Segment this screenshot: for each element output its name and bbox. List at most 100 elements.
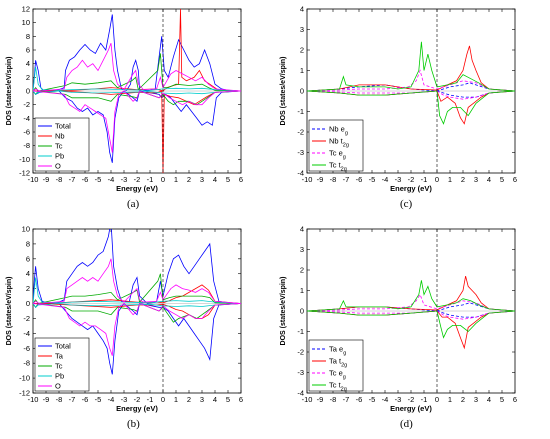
legend-label-subscript: g	[343, 375, 346, 381]
x-tick-label: -4	[382, 175, 389, 184]
y-tick-label: -2	[23, 100, 30, 109]
legend-label-subscript: g	[343, 155, 346, 161]
y-tick-label: 2	[26, 73, 30, 82]
y-tick-label: 4	[26, 59, 30, 68]
legend-label: Nb	[55, 132, 65, 141]
series-line-nb-t2g-up	[307, 45, 515, 92]
y-tick-label: -4	[23, 114, 30, 123]
series-line-tc-eg-up	[307, 69, 515, 92]
series-line-tc-t2g-up	[307, 41, 515, 92]
x-tick-label: -5	[369, 395, 376, 404]
legend-label: O	[55, 382, 61, 391]
legend-box	[34, 337, 90, 392]
y-axis-label: DOS (states/eV/spin)	[6, 277, 13, 346]
x-tick-label: 6	[239, 175, 243, 184]
y-axis-label: DOS (states/eV/spin)	[280, 57, 287, 126]
x-tick-label: 0	[161, 395, 165, 404]
series-line-tc-t2g-up	[307, 280, 515, 312]
y-tick-label: 0	[26, 299, 30, 308]
y-tick-label: -8	[23, 141, 30, 150]
y-tick-label: -12	[19, 389, 30, 398]
x-tick-label: -2	[134, 395, 141, 404]
series-group	[307, 41, 515, 125]
x-tick-label: -5	[95, 395, 102, 404]
legend-label: Total	[55, 122, 71, 131]
series-line-o-down	[33, 90, 241, 153]
y-tick-label: -4	[23, 329, 30, 338]
series-line-total-up	[33, 14, 241, 92]
y-tick-label: -10	[19, 374, 30, 383]
x-tick-label: 0	[435, 175, 439, 184]
panel-d: -10 -9 -8 -7 -6 -5 -4 -3 -2 -1 0 1 2 3 4 5 6-4-3-2-10123…	[280, 225, 517, 414]
series-group	[33, 9, 241, 173]
y-tick-label: -4	[297, 169, 304, 178]
x-tick-label: -3	[121, 175, 128, 184]
x-tick-label: -10	[28, 395, 39, 404]
y-tick-label: 10	[22, 18, 30, 27]
y-tick-label: 10	[22, 225, 30, 234]
x-tick-label: -1	[147, 175, 154, 184]
x-tick-label: -6	[356, 395, 363, 404]
x-tick-label: -8	[56, 395, 63, 404]
x-tick-label: -7	[69, 175, 76, 184]
x-tick-label: -1	[421, 175, 428, 184]
y-tick-label: 4	[300, 225, 304, 234]
x-tick-label: 5	[500, 175, 504, 184]
panel-label-c: (c)	[400, 198, 413, 210]
x-tick-label: 3	[474, 175, 478, 184]
x-tick-label: -4	[382, 395, 389, 404]
x-tick-label: 5	[500, 395, 504, 404]
y-tick-label: -8	[23, 359, 30, 368]
y-tick-label: -3	[297, 368, 304, 377]
y-tick-label: -3	[297, 148, 304, 157]
x-tick-label: 4	[487, 395, 491, 404]
y-tick-label: 6	[26, 46, 30, 55]
y-tick-label: -6	[23, 344, 30, 353]
x-tick-label: -10	[302, 395, 313, 404]
x-tick-label: -2	[408, 175, 415, 184]
x-tick-label: 4	[213, 395, 217, 404]
series-group	[307, 276, 515, 350]
y-tick-label: -2	[23, 314, 30, 323]
x-tick-label: -6	[82, 175, 89, 184]
x-tick-label: 2	[461, 175, 465, 184]
x-tick-label: -2	[408, 395, 415, 404]
legend-label-subscript: 2g	[343, 143, 349, 149]
x-tick-label: 3	[200, 175, 204, 184]
y-axis-label: DOS (states/eV/spin)	[280, 277, 287, 346]
y-tick-label: 4	[300, 5, 304, 14]
x-tick-label: -4	[108, 395, 115, 404]
x-tick-label: -6	[356, 175, 363, 184]
series-line-ta-eg-up	[307, 302, 515, 312]
x-tick-label: 6	[513, 175, 517, 184]
x-tick-label: -9	[43, 175, 50, 184]
x-tick-label: 1	[174, 395, 178, 404]
x-tick-label: -5	[369, 175, 376, 184]
x-tick-label: 5	[226, 175, 230, 184]
y-tick-label: -12	[19, 169, 30, 178]
series-line-o-down	[33, 302, 241, 356]
x-tick-label: -3	[121, 395, 128, 404]
x-tick-label: 3	[474, 395, 478, 404]
y-tick-label: 0	[300, 307, 304, 316]
x-tick-label: -4	[108, 175, 115, 184]
series-line-ta-down	[33, 303, 241, 319]
panel-a: -10 -9 -8 -7 -6 -5 -4 -3 -2 -1 0 1 2 3 4 5 6-12-10-8-6-4…	[6, 5, 243, 194]
y-tick-label: 6	[26, 254, 30, 263]
x-tick-label: -2	[134, 175, 141, 184]
y-tick-label: 0	[26, 87, 30, 96]
series-line-nb-eg-up	[307, 82, 515, 92]
legend-label-subscript: g	[345, 131, 348, 137]
y-tick-label: -1	[297, 107, 304, 116]
panel-label-d: (d)	[400, 418, 413, 430]
x-tick-label: 1	[448, 175, 452, 184]
x-axis-label: Energy (eV)	[390, 184, 432, 193]
y-tick-label: -2	[297, 348, 304, 357]
series-line-tc-t2g-down	[307, 90, 515, 125]
series-line-tc-up	[33, 273, 241, 304]
